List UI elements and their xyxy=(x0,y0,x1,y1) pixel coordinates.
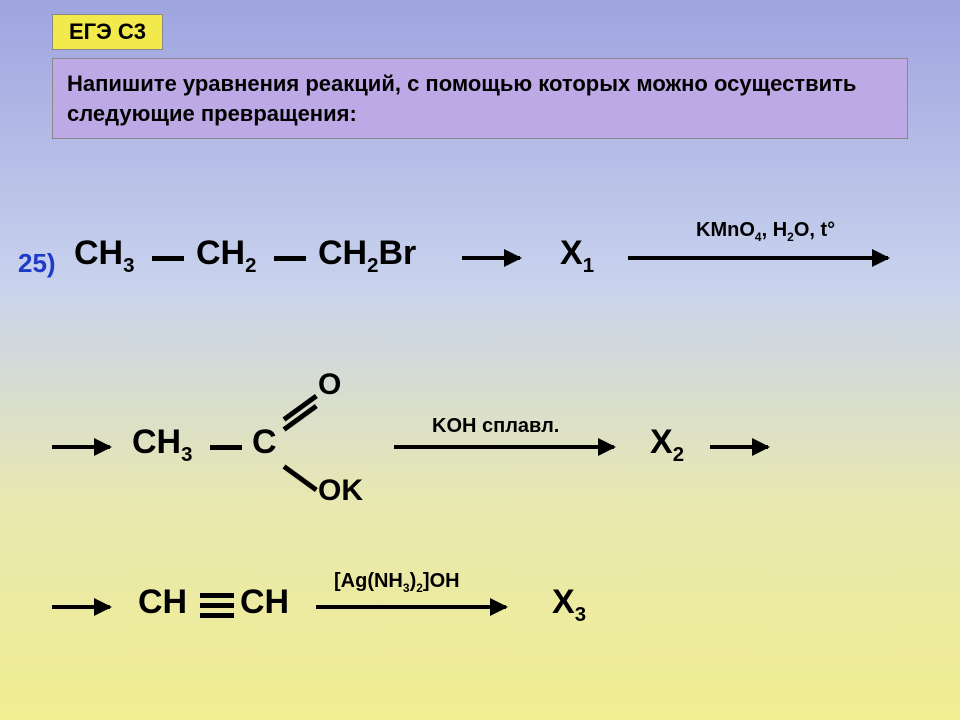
ch-b-line3: CH xyxy=(240,583,289,622)
x2: X2 xyxy=(650,423,684,462)
cond-line3: [Ag(NH3)2]OH xyxy=(334,570,460,593)
ch3-line2: CH3 xyxy=(132,423,192,462)
arrow-2b xyxy=(394,445,614,449)
bond-1b xyxy=(274,256,306,261)
ch3-line1: CH3 xyxy=(74,234,134,273)
ch2a-text: CH xyxy=(196,234,245,272)
triple-1 xyxy=(200,593,234,598)
triple-bond xyxy=(200,593,234,618)
x1: X1 xyxy=(560,234,594,273)
ch3-text: CH xyxy=(74,234,123,272)
ch2a-sub: 2 xyxy=(245,255,256,277)
triple-2 xyxy=(200,603,234,608)
instruction-box: Напишите уравнения реакций, с помощью ко… xyxy=(52,58,908,139)
bond-1a xyxy=(152,256,184,261)
arrow-2c xyxy=(710,445,768,449)
o-top-line2: O xyxy=(318,368,341,402)
cond-line1: KMnO4, H2O, t° xyxy=(696,219,835,242)
arrow-1a xyxy=(462,256,520,260)
x3: X3 xyxy=(552,583,586,622)
bond-2a xyxy=(210,445,242,450)
x1-sub: 1 xyxy=(583,255,594,277)
ch2b-sub: 2 xyxy=(367,255,378,277)
ok-line2: OK xyxy=(318,474,363,508)
x3-text: X xyxy=(552,583,575,621)
ch2a-line1: CH2 xyxy=(196,234,256,273)
ch3-sub: 3 xyxy=(123,255,134,277)
arrow-2a xyxy=(52,445,110,449)
title-badge: ЕГЭ С3 xyxy=(52,14,163,50)
arrow-1b xyxy=(628,256,888,260)
ch2b-text: CH xyxy=(318,234,367,272)
x1-text: X xyxy=(560,234,583,272)
x2-sub: 2 xyxy=(673,444,684,466)
c-line2: C xyxy=(252,423,277,462)
triple-3 xyxy=(200,613,234,618)
bond-c-ok xyxy=(283,464,318,492)
problem-number: 25) xyxy=(18,248,56,279)
arrow-3a xyxy=(52,605,110,609)
arrow-3b xyxy=(316,605,506,609)
cond-line2: KOH сплавл. xyxy=(432,415,559,438)
x3-sub: 3 xyxy=(575,604,586,626)
ch2br-line1: CH2Br xyxy=(318,234,416,273)
br-text: Br xyxy=(378,234,416,272)
x2-text: X xyxy=(650,423,673,461)
ch3-line2-sub: 3 xyxy=(181,444,192,466)
ch3-line2-text: CH xyxy=(132,423,181,461)
ch-a-line3: CH xyxy=(138,583,187,622)
